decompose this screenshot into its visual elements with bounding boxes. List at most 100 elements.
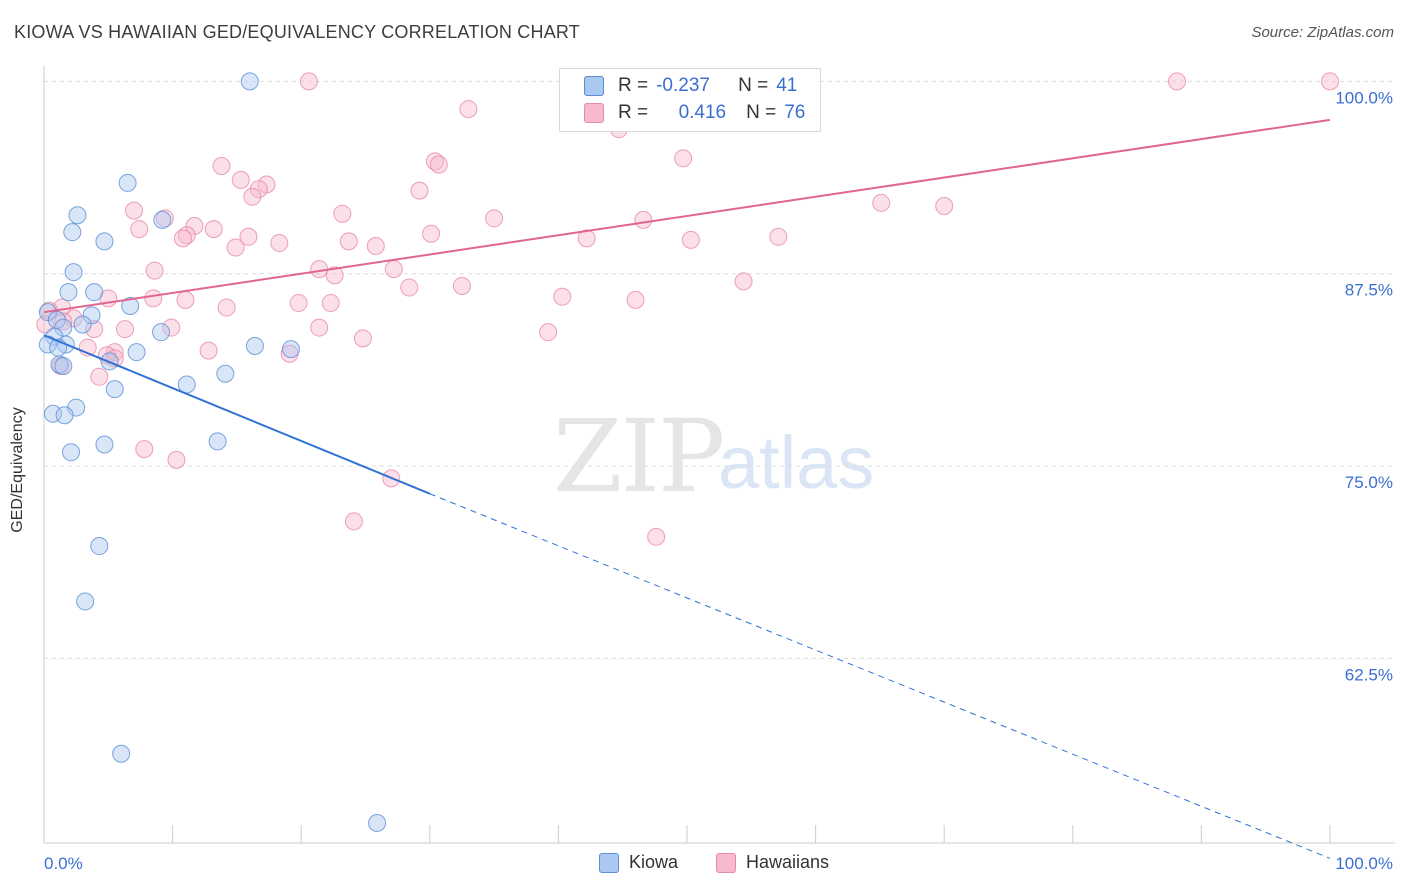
kiowa-point bbox=[105, 380, 124, 399]
hawaiian-point bbox=[321, 293, 340, 312]
hawaiians-swatch bbox=[584, 103, 604, 123]
kiowa-point bbox=[90, 537, 109, 556]
hawaiian-point bbox=[226, 238, 245, 257]
hawaiian-point bbox=[339, 232, 358, 251]
y-tick-label: 62.5% bbox=[1345, 665, 1393, 684]
kiowa-point bbox=[153, 210, 172, 229]
hawaiian-point bbox=[270, 233, 289, 252]
legend-item-hawaiians[interactable]: Hawaiians bbox=[716, 852, 829, 873]
kiowa-point bbox=[240, 72, 259, 91]
stats-legend: R = -0.237 N = 41 R = 0.416 N = 76 bbox=[559, 68, 821, 132]
hawaiian-point bbox=[333, 204, 352, 223]
kiowa-point bbox=[44, 404, 63, 423]
kiowa-point bbox=[127, 343, 146, 362]
hawaiian-point bbox=[199, 341, 218, 360]
kiowa-point bbox=[68, 206, 87, 225]
hawaiian-point bbox=[185, 217, 204, 236]
hawaiian-point bbox=[173, 229, 192, 248]
legend-kiowa-label: Kiowa bbox=[629, 852, 679, 872]
hawaiian-point bbox=[162, 318, 181, 337]
legend-kiowa-swatch bbox=[599, 852, 619, 873]
kiowa-point bbox=[85, 283, 104, 302]
hawaiian-point bbox=[539, 323, 558, 342]
hawaiian-point bbox=[734, 272, 753, 291]
hawaiian-point bbox=[54, 312, 73, 331]
watermark-atlas: atlas bbox=[718, 421, 875, 504]
kiowa-point bbox=[368, 813, 387, 832]
hawaiian-point bbox=[353, 329, 372, 348]
kiowa-trend-extension bbox=[429, 493, 1331, 859]
kiowa-r-label: R = bbox=[618, 75, 649, 96]
hawaiian-point bbox=[429, 155, 448, 174]
hawaiians-n-label: N = bbox=[746, 102, 777, 123]
x-tick-label-max: 100.0% bbox=[1335, 854, 1393, 873]
hawaiian-point bbox=[135, 440, 154, 459]
kiowa-point bbox=[59, 283, 78, 302]
hawaiian-point bbox=[400, 278, 419, 297]
y-tick-label: 75.0% bbox=[1345, 473, 1393, 492]
x-tick-label-min: 0.0% bbox=[44, 854, 83, 873]
hawaiian-point bbox=[299, 72, 318, 91]
hawaiian-point bbox=[872, 193, 891, 212]
hawaiian-point bbox=[145, 261, 164, 280]
y-tick-label: 100.0% bbox=[1335, 88, 1393, 107]
kiowa-point bbox=[54, 357, 73, 376]
source-label: Source: ZipAtlas.com bbox=[1251, 24, 1394, 41]
kiowa-point bbox=[281, 340, 300, 359]
kiowa-point bbox=[208, 432, 227, 451]
hawaiian-point bbox=[410, 181, 429, 200]
kiowa-point bbox=[63, 223, 82, 242]
hawaiian-point bbox=[366, 237, 385, 256]
kiowa-point bbox=[152, 323, 171, 342]
legend-item-kiowa[interactable]: Kiowa bbox=[599, 852, 678, 873]
legend-hawaiians-swatch bbox=[716, 852, 736, 873]
kiowa-point bbox=[95, 232, 114, 251]
hawaiian-point bbox=[626, 290, 645, 309]
kiowa-r-value: -0.237 bbox=[656, 75, 710, 96]
kiowa-point bbox=[112, 744, 131, 763]
hawaiian-point bbox=[144, 289, 163, 308]
y-tick-label: 87.5% bbox=[1345, 281, 1393, 300]
hawaiian-point bbox=[577, 229, 596, 248]
kiowa-point bbox=[95, 435, 114, 454]
hawaiian-point bbox=[243, 187, 262, 206]
hawaiian-trend-line bbox=[43, 118, 1331, 314]
hawaiian-point bbox=[459, 100, 478, 119]
kiowa-n-label: N = bbox=[738, 75, 769, 96]
hawaiian-point bbox=[249, 180, 268, 199]
hawaiian-point bbox=[1167, 72, 1186, 91]
hawaiian-point bbox=[384, 260, 403, 279]
kiowa-point bbox=[82, 306, 101, 325]
hawaiian-point bbox=[647, 527, 666, 546]
hawaiian-point bbox=[125, 201, 144, 220]
stats-row-hawaiians: R = 0.416 N = 76 bbox=[584, 102, 805, 124]
stats-row-kiowa: R = -0.237 N = 41 bbox=[584, 75, 797, 97]
hawaiians-r-label: R = bbox=[618, 102, 649, 123]
hawaiian-point bbox=[167, 450, 186, 469]
hawaiian-point bbox=[231, 170, 250, 189]
hawaiian-point bbox=[239, 227, 258, 246]
hawaiian-point bbox=[130, 220, 149, 239]
hawaiian-point bbox=[344, 512, 363, 531]
chart-title: KIOWA VS HAWAIIAN GED/EQUIVALENCY CORREL… bbox=[14, 22, 580, 42]
hawaiian-point bbox=[681, 230, 700, 249]
kiowa-point bbox=[76, 592, 95, 611]
kiowa-point bbox=[55, 406, 74, 425]
hawaiian-point bbox=[452, 277, 471, 296]
kiowa-point bbox=[216, 364, 235, 383]
hawaiian-point bbox=[674, 149, 693, 168]
hawaiian-point bbox=[217, 298, 236, 317]
hawaiian-point bbox=[90, 367, 109, 386]
kiowa-point bbox=[62, 443, 81, 462]
kiowa-point bbox=[64, 263, 83, 282]
kiowa-trend-line bbox=[43, 334, 431, 495]
kiowa-n-value: 41 bbox=[776, 75, 798, 96]
hawaiian-point bbox=[116, 320, 135, 339]
hawaiian-point bbox=[485, 209, 504, 228]
watermark-zip: ZIP bbox=[553, 398, 725, 515]
hawaiian-point bbox=[935, 197, 954, 216]
hawaiian-point bbox=[310, 260, 329, 279]
hawaiian-point bbox=[289, 293, 308, 312]
hawaiian-point bbox=[85, 320, 104, 339]
